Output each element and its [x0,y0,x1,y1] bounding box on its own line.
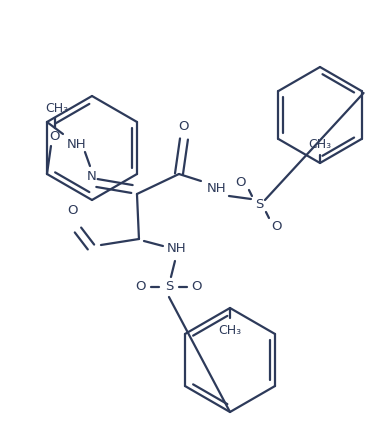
Text: O: O [179,120,189,132]
Text: S: S [255,198,263,210]
Text: CH₃: CH₃ [308,138,332,152]
Text: S: S [165,280,173,294]
Text: NH: NH [207,183,227,195]
Text: N: N [87,169,97,183]
Text: CH₃: CH₃ [218,324,242,336]
Text: O: O [192,280,202,294]
Text: O: O [50,130,60,142]
Text: O: O [272,220,282,232]
Text: NH: NH [167,243,187,255]
Text: NH: NH [67,138,87,150]
Text: O: O [236,176,246,188]
Text: O: O [136,280,146,294]
Text: O: O [68,205,78,217]
Text: CH₃: CH₃ [45,101,69,115]
